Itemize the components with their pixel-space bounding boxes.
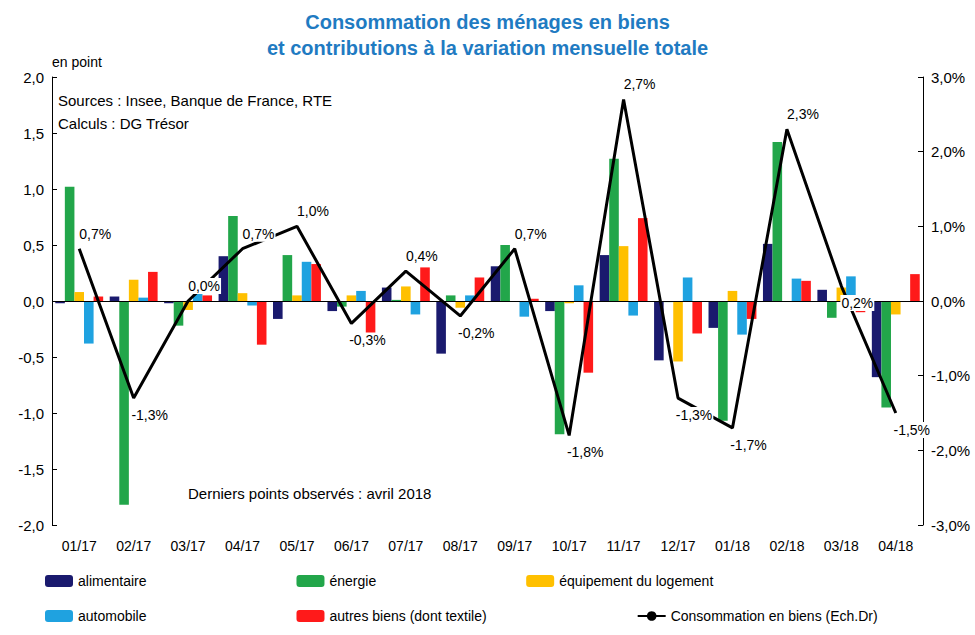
svg-text:0,7%: 0,7% bbox=[79, 226, 111, 242]
svg-text:01/17: 01/17 bbox=[62, 538, 97, 554]
svg-text:2,0: 2,0 bbox=[23, 69, 44, 86]
svg-text:-3,0%: -3,0% bbox=[931, 517, 970, 534]
svg-text:automobile: automobile bbox=[78, 608, 147, 624]
svg-text:09/17: 09/17 bbox=[497, 538, 532, 554]
svg-text:0,5: 0,5 bbox=[23, 237, 44, 254]
svg-text:-0,3%: -0,3% bbox=[349, 332, 386, 348]
svg-text:1,0%: 1,0% bbox=[931, 218, 965, 235]
svg-text:03/18: 03/18 bbox=[824, 538, 859, 554]
svg-text:0,7%: 0,7% bbox=[243, 226, 275, 242]
svg-text:08/17: 08/17 bbox=[443, 538, 478, 554]
svg-text:-1,7%: -1,7% bbox=[730, 437, 767, 453]
svg-text:-0,2%: -0,2% bbox=[458, 325, 495, 341]
svg-text:-0,5: -0,5 bbox=[18, 349, 44, 366]
svg-text:0,0%: 0,0% bbox=[188, 278, 220, 294]
svg-text:-1,0%: -1,0% bbox=[931, 367, 970, 384]
svg-text:0,0%: 0,0% bbox=[931, 293, 965, 310]
svg-text:1,0%: 1,0% bbox=[297, 203, 329, 219]
svg-text:-1,8%: -1,8% bbox=[567, 444, 604, 460]
svg-text:05/17: 05/17 bbox=[279, 538, 314, 554]
svg-text:10/17: 10/17 bbox=[552, 538, 587, 554]
svg-text:04/18: 04/18 bbox=[878, 538, 913, 554]
svg-text:-1,5%: -1,5% bbox=[893, 422, 930, 438]
svg-text:03/17: 03/17 bbox=[171, 538, 206, 554]
svg-text:0,4%: 0,4% bbox=[406, 248, 438, 264]
svg-text:0,7%: 0,7% bbox=[515, 226, 547, 242]
svg-text:-1,3%: -1,3% bbox=[676, 407, 713, 423]
svg-text:-1,3%: -1,3% bbox=[131, 407, 168, 423]
svg-text:2,7%: 2,7% bbox=[624, 76, 656, 92]
svg-text:02/17: 02/17 bbox=[116, 538, 151, 554]
svg-text:Consommation en biens (Ech.Dr): Consommation en biens (Ech.Dr) bbox=[671, 608, 878, 624]
svg-text:07/17: 07/17 bbox=[388, 538, 423, 554]
svg-text:énergie: énergie bbox=[329, 573, 376, 589]
svg-text:-1,0: -1,0 bbox=[18, 405, 44, 422]
svg-text:3,0%: 3,0% bbox=[931, 69, 965, 86]
svg-text:-2,0: -2,0 bbox=[18, 517, 44, 534]
svg-text:12/17: 12/17 bbox=[661, 538, 696, 554]
svg-text:11/17: 11/17 bbox=[607, 538, 641, 554]
svg-text:Consommation des ménages en bi: Consommation des ménages en biens bbox=[305, 11, 670, 33]
svg-text:2,0%: 2,0% bbox=[931, 143, 965, 160]
svg-text:Derniers points observés : avr: Derniers points observés : avril 2018 bbox=[188, 485, 431, 502]
svg-text:autres biens (dont textile): autres biens (dont textile) bbox=[329, 608, 486, 624]
svg-text:0,2%: 0,2% bbox=[841, 295, 873, 311]
svg-text:-1,5: -1,5 bbox=[18, 461, 44, 478]
svg-text:06/17: 06/17 bbox=[334, 538, 369, 554]
svg-text:-2,0%: -2,0% bbox=[931, 442, 970, 459]
svg-text:Calculs : DG Trésor: Calculs : DG Trésor bbox=[58, 115, 189, 132]
svg-text:équipement du logement: équipement du logement bbox=[559, 573, 713, 589]
svg-text:en point: en point bbox=[52, 54, 102, 70]
svg-text:2,3%: 2,3% bbox=[787, 106, 819, 122]
svg-text:1,5: 1,5 bbox=[23, 125, 44, 142]
svg-text:0,0: 0,0 bbox=[23, 293, 44, 310]
svg-text:Sources : Insee, Banque de Fra: Sources : Insee, Banque de France, RTE bbox=[58, 92, 332, 109]
svg-text:04/17: 04/17 bbox=[225, 538, 260, 554]
svg-text:1,0: 1,0 bbox=[23, 181, 44, 198]
svg-text:et contributions à la variatio: et contributions à la variation mensuell… bbox=[267, 37, 708, 59]
svg-text:02/18: 02/18 bbox=[769, 538, 804, 554]
svg-text:01/18: 01/18 bbox=[715, 538, 750, 554]
svg-text:alimentaire: alimentaire bbox=[78, 573, 147, 589]
